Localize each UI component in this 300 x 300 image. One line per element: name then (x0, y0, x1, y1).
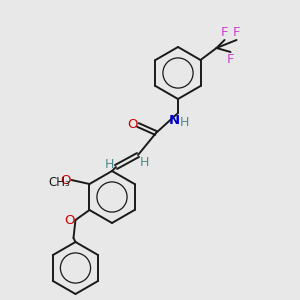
Text: F: F (221, 26, 228, 39)
Text: H: H (139, 157, 149, 169)
Text: CH₃: CH₃ (49, 176, 70, 188)
Text: H: H (104, 158, 114, 172)
Text: F: F (227, 53, 234, 66)
Text: H: H (179, 116, 189, 129)
Text: F: F (233, 26, 240, 39)
Text: N: N (168, 114, 180, 127)
Text: O: O (128, 118, 138, 131)
Text: O: O (60, 173, 70, 187)
Text: O: O (64, 214, 74, 227)
